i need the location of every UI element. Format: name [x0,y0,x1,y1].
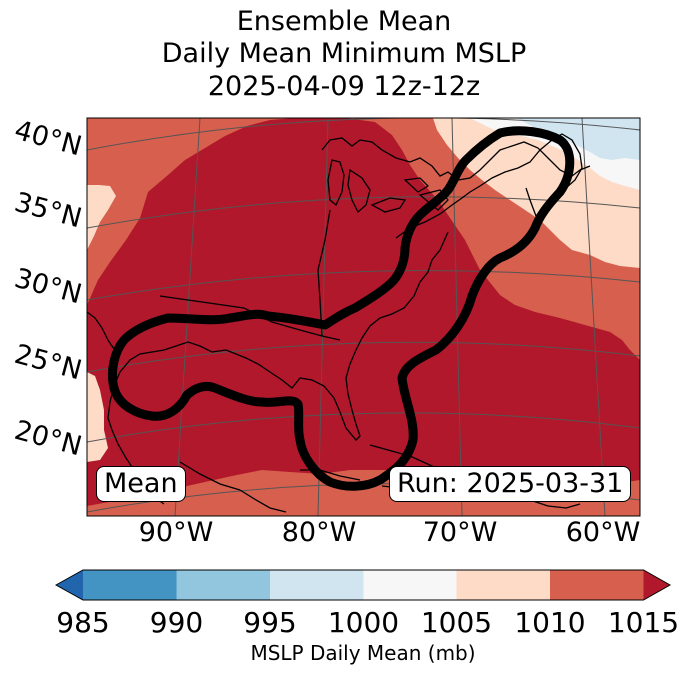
colorbar-label: MSLP Daily Mean (mb) [250,641,476,665]
run-label: Run: 2025-03-31 [389,466,632,502]
colorbar-bin-985-990 [83,570,177,600]
colorbar-tick-995: 995 [243,606,297,639]
lat-label-30: 30°N [11,263,85,311]
field-1005-1010-west [87,185,116,250]
map-panel [87,118,640,516]
field-1010-1015-south [87,474,640,516]
highlight-contour [107,126,575,491]
colorbar-tick-1005: 1005 [420,606,493,639]
lon-label-60: 60°W [566,517,641,548]
colorbar-tick-985: 985 [56,606,110,639]
lat-label-25: 25°N [11,339,85,387]
lat-label-40: 40°N [11,115,85,163]
chart-title-line-1: Ensemble Mean [236,6,452,37]
colorbar-bin-1005-1010 [456,570,550,600]
colorbar-extend-high [643,570,670,600]
lon-label-90: 90°W [139,517,214,548]
field-995-1000-northeast [517,118,640,160]
colorbar-bin-995-1000 [270,570,364,600]
chart-title-line-2: Daily Mean Minimum MSLP [161,38,527,69]
mean-label: Mean [96,466,186,502]
colorbar-outline [54,569,672,601]
lon-label-80: 80°W [282,517,357,548]
colorbar-bin-1000-1005 [363,570,457,600]
colorbar [54,569,672,601]
colorbar-bin-990-995 [176,570,270,600]
lon-label-70: 70°W [423,517,498,548]
colorbar-bin-1010-1015 [550,570,644,600]
lat-label-35: 35°N [11,187,85,235]
colorbar-tick-1010: 1010 [514,606,586,639]
lat-label-20: 20°N [11,415,85,463]
chart-title-line-3: 2025-04-09 12z-12z [207,71,481,102]
map-frame [86,117,641,517]
colorbar-tick-990: 990 [149,606,204,639]
field-gt-1015 [87,118,640,506]
colorbar-tick-1000: 1000 [327,606,400,639]
colorbar-extend-low [56,570,83,600]
colorbar-tick-1015: 1015 [607,606,680,639]
